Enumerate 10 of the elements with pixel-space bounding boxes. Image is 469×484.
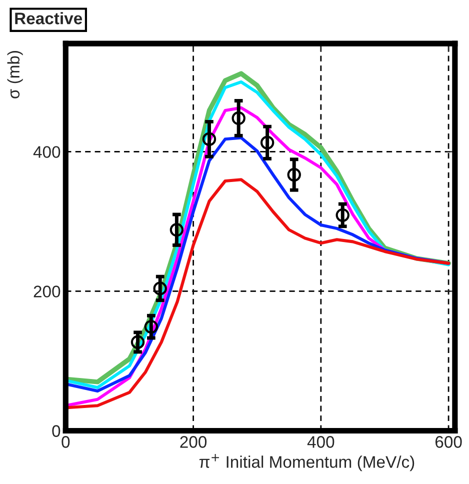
x-tick-label: 200 — [180, 436, 207, 448]
x-tick-label: 400 — [307, 436, 334, 448]
chart-title: Reactive — [15, 12, 82, 24]
x-tick-label: 0 — [62, 436, 70, 448]
y-tick-label: 0 — [52, 425, 60, 437]
y-tick-label: 200 — [34, 286, 60, 298]
x-axis-title: π$^{+}$ Initial Momentum (MeV/c) — [199, 454, 414, 472]
y-axis-title: σ (mb) — [7, 50, 23, 98]
y-tick-label: 400 — [33, 146, 60, 158]
x-tick-label: 600 — [435, 436, 462, 448]
